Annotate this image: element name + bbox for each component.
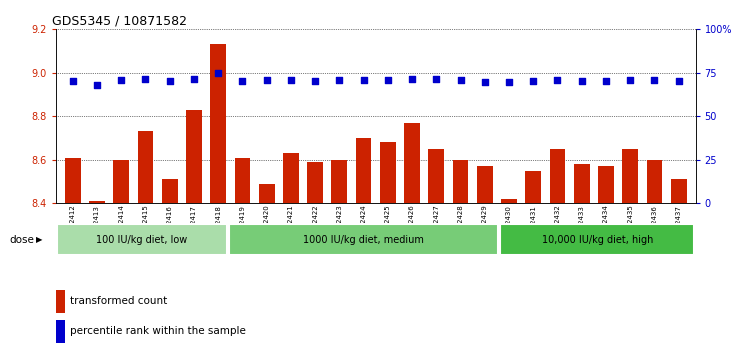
FancyBboxPatch shape bbox=[229, 224, 498, 255]
Point bbox=[527, 78, 539, 84]
Bar bbox=[380, 142, 396, 203]
Text: transformed count: transformed count bbox=[70, 296, 167, 306]
Text: 100 IU/kg diet, low: 100 IU/kg diet, low bbox=[96, 234, 187, 245]
Point bbox=[260, 78, 272, 83]
Bar bbox=[259, 184, 275, 203]
Point bbox=[503, 79, 515, 85]
Bar bbox=[307, 162, 323, 203]
FancyBboxPatch shape bbox=[500, 224, 694, 255]
Bar bbox=[332, 160, 347, 203]
Point bbox=[115, 77, 127, 82]
Point bbox=[140, 76, 152, 82]
Text: dose: dose bbox=[9, 234, 33, 245]
Point bbox=[333, 77, 345, 82]
Bar bbox=[211, 44, 226, 203]
Text: percentile rank within the sample: percentile rank within the sample bbox=[70, 326, 246, 337]
Point bbox=[212, 70, 224, 76]
Bar bbox=[429, 149, 444, 203]
Text: ▶: ▶ bbox=[36, 235, 42, 244]
Bar bbox=[452, 160, 469, 203]
Bar bbox=[186, 110, 202, 203]
Bar bbox=[622, 149, 638, 203]
Bar bbox=[89, 201, 105, 203]
Text: GDS5345 / 10871582: GDS5345 / 10871582 bbox=[52, 15, 187, 28]
Bar bbox=[113, 160, 129, 203]
Point bbox=[406, 76, 418, 82]
Bar bbox=[283, 153, 299, 203]
Bar bbox=[138, 131, 153, 203]
Bar bbox=[234, 158, 250, 203]
Bar bbox=[477, 166, 493, 203]
Point bbox=[649, 77, 661, 82]
Point bbox=[91, 82, 103, 88]
Point bbox=[600, 78, 612, 84]
Point bbox=[576, 78, 588, 84]
Point bbox=[310, 78, 321, 84]
Bar bbox=[574, 164, 589, 203]
Point bbox=[430, 76, 442, 82]
FancyBboxPatch shape bbox=[57, 224, 227, 255]
Point bbox=[358, 77, 370, 82]
Point bbox=[551, 77, 563, 82]
Point bbox=[455, 78, 466, 83]
Bar bbox=[404, 123, 420, 203]
Point bbox=[624, 78, 636, 83]
Point bbox=[285, 77, 297, 82]
Bar bbox=[525, 171, 541, 203]
Bar bbox=[501, 199, 517, 203]
Bar bbox=[56, 290, 65, 313]
Bar bbox=[550, 149, 565, 203]
Text: 1000 IU/kg diet, medium: 1000 IU/kg diet, medium bbox=[303, 234, 424, 245]
Point bbox=[237, 78, 248, 84]
Bar bbox=[56, 321, 65, 343]
Text: 10,000 IU/kg diet, high: 10,000 IU/kg diet, high bbox=[542, 234, 653, 245]
Point bbox=[188, 76, 200, 82]
Point bbox=[164, 78, 176, 84]
Point bbox=[67, 78, 79, 84]
Bar bbox=[671, 179, 687, 203]
Point bbox=[382, 78, 394, 83]
Bar bbox=[356, 138, 371, 203]
Bar bbox=[65, 158, 80, 203]
Bar bbox=[647, 160, 662, 203]
Bar bbox=[162, 179, 178, 203]
Point bbox=[673, 78, 684, 84]
Bar bbox=[598, 166, 614, 203]
Point bbox=[479, 79, 491, 85]
